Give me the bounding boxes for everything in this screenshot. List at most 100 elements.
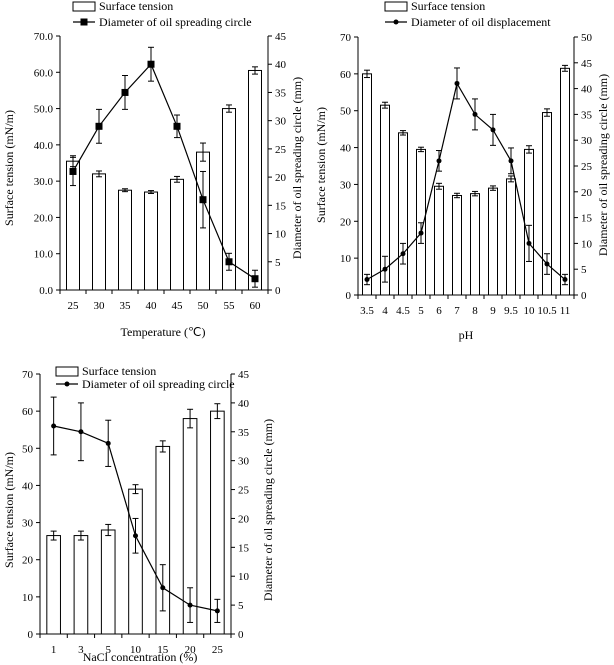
- y-axis-right-label: Diameter of oil spreading circle (mm): [290, 77, 304, 259]
- line-point: [105, 440, 111, 446]
- x-tick-label: 15: [157, 644, 169, 656]
- line-point: [562, 277, 568, 283]
- line-point: [160, 585, 166, 591]
- x-axis-label: pH: [459, 328, 474, 342]
- bar-surface-tension: [118, 189, 132, 291]
- chart-temperature: Surface tension Diameter of oil spreadin…: [2, 0, 304, 339]
- legend-line-marker: [64, 381, 70, 387]
- x-axis-label: NaCl concentration (%): [83, 650, 198, 664]
- y-right-tick-label: 25: [275, 144, 287, 156]
- x-tick-label: 9.5: [504, 305, 518, 317]
- line-point: [382, 266, 388, 272]
- bar-surface-tension: [560, 67, 570, 296]
- y-left-tick-label: 70: [22, 369, 34, 381]
- x-tick-label: 35: [120, 300, 132, 312]
- y-left-tick-label: 50: [22, 443, 34, 455]
- y-right-tick-label: 20: [238, 513, 250, 525]
- y-right-tick-label: 50: [581, 32, 593, 44]
- y-right-tick-label: 45: [238, 369, 250, 381]
- bar-surface-tension: [524, 148, 534, 296]
- y-axis-left-label: Surface tension (mN/m): [314, 107, 328, 223]
- y-left-tick-label: 60.0: [34, 67, 54, 79]
- x-tick-label: 10.5: [537, 305, 557, 317]
- line-point: [69, 167, 77, 175]
- x-tick-label: 40: [146, 300, 158, 312]
- y-right-tick-label: 40: [238, 398, 250, 410]
- y-axis-left-label: Surface tension (mN/m): [2, 452, 16, 568]
- y-right-tick-label: 10: [581, 238, 593, 250]
- x-tick-label: 55: [224, 300, 236, 312]
- y-right-tick-label: 20: [581, 187, 593, 199]
- x-tick-label: 4.5: [396, 305, 410, 317]
- line-point: [454, 80, 460, 86]
- x-tick-label: 1: [51, 644, 57, 656]
- y-axis-left-label: Surface tension (mN/m): [2, 110, 16, 226]
- x-tick-label: 30: [94, 300, 106, 312]
- y-left-tick-label: 0.0: [39, 285, 53, 297]
- chart-plot-area: 0.0 10.0 20.0 30.0 40.0 50.0 60.0 70.0 0 5 10 15 20 2…: [34, 31, 287, 312]
- y-left-tick-label: 10: [22, 592, 34, 604]
- y-axis-right-label: Diameter of oil spreading circle (mm): [261, 419, 275, 601]
- line-point: [225, 258, 233, 266]
- y-left-tick-label: 40: [340, 143, 352, 155]
- line-point: [95, 122, 103, 130]
- legend-line-marker: [393, 19, 399, 25]
- line-point: [214, 608, 220, 614]
- line-point: [400, 251, 406, 257]
- chart-ph: Surface tension Diameter of oil displace…: [314, 0, 610, 342]
- line-series: [366, 81, 566, 281]
- bar-surface-tension: [144, 191, 158, 291]
- line-point: [490, 127, 496, 133]
- y-right-tick-label: 45: [275, 31, 287, 43]
- y-right-tick-label: 30: [275, 116, 287, 128]
- line-point: [133, 533, 138, 539]
- bar-surface-tension: [488, 187, 498, 296]
- x-tick-label: 11: [560, 305, 571, 317]
- bar-surface-tension: [46, 535, 61, 635]
- y-right-tick-label: 45: [581, 58, 593, 70]
- x-tick-label: 60: [250, 300, 262, 312]
- bar-surface-tension: [170, 178, 184, 291]
- line-point: [508, 158, 514, 164]
- x-tick-label: 5: [105, 644, 111, 656]
- x-tick-label: 3.5: [360, 305, 374, 317]
- y-left-tick-label: 0: [346, 290, 352, 302]
- line-point: [364, 277, 370, 283]
- y-right-tick-label: 10: [275, 229, 287, 241]
- legend-bar-swatch: [72, 1, 96, 12]
- y-axis-right-label: Diameter of oil spreading circle (mm): [596, 74, 610, 256]
- y-right-tick-label: 25: [581, 161, 593, 173]
- bar-surface-tension: [100, 529, 116, 635]
- x-tick-label: 3: [78, 644, 84, 656]
- legend-bar-label: Surface tension: [411, 0, 485, 13]
- y-left-tick-label: 50.0: [34, 104, 54, 116]
- bar-surface-tension: [398, 132, 408, 296]
- y-left-tick-label: 20: [22, 555, 34, 567]
- bar-surface-tension: [73, 535, 89, 635]
- x-tick-label: 9: [490, 305, 496, 317]
- y-right-tick-label: 25: [238, 485, 250, 497]
- y-left-tick-label: 10: [340, 253, 352, 265]
- y-right-tick-label: 15: [581, 213, 593, 225]
- bar-surface-tension: [452, 194, 462, 296]
- y-right-tick-label: 5: [275, 257, 281, 269]
- y-left-tick-label: 60: [340, 69, 352, 81]
- bar-surface-tension: [506, 178, 516, 296]
- x-tick-label: 6: [436, 305, 442, 317]
- y-left-tick-label: 70: [340, 32, 352, 44]
- x-tick-label: 4: [382, 305, 388, 317]
- line-point: [121, 88, 129, 96]
- legend-bar-label: Surface tension: [99, 0, 173, 13]
- legend-line-label: Diameter of oil displacement: [411, 15, 551, 29]
- y-left-tick-label: 40.0: [34, 140, 54, 152]
- line-series: [72, 63, 256, 280]
- y-right-tick-label: 20: [275, 172, 287, 184]
- bar-surface-tension: [362, 73, 372, 296]
- bar-surface-tension: [128, 488, 143, 635]
- y-right-tick-label: 0: [275, 285, 281, 297]
- bar-surface-tension: [434, 185, 444, 296]
- x-tick-label: 25: [212, 644, 224, 656]
- y-right-tick-label: 35: [275, 87, 287, 99]
